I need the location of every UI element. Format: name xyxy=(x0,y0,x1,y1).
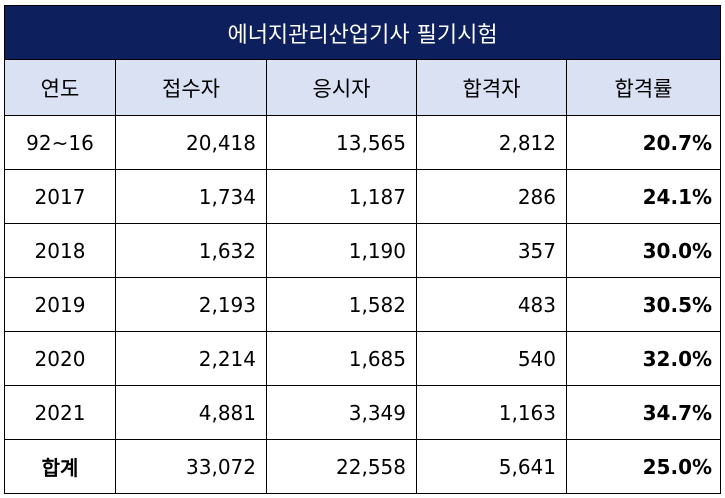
exam-stats-table: 에너지관리산업기사 필기시험 연도 접수자 응시자 합격자 합격률 92~16 … xyxy=(3,5,722,494)
cell-pass-rate: 32.0% xyxy=(565,331,722,386)
total-row: 합계 33,072 22,558 5,641 25.0% xyxy=(4,439,722,494)
table-row: 2018 1,632 1,190 357 30.0% xyxy=(4,223,722,278)
cell-applicants: 1,632 xyxy=(115,223,267,278)
total-label: 합계 xyxy=(4,439,116,494)
header-examinees: 응시자 xyxy=(266,59,417,116)
cell-pass-rate: 20.7% xyxy=(565,115,722,170)
cell-examinees: 3,349 xyxy=(266,385,417,440)
header-passers: 합격자 xyxy=(416,59,567,116)
cell-year: 2020 xyxy=(4,331,116,386)
table-row: 2019 2,193 1,582 483 30.5% xyxy=(4,277,722,332)
table-title: 에너지관리산업기사 필기시험 xyxy=(3,5,722,60)
cell-applicants: 2,214 xyxy=(115,331,267,386)
total-pass-rate: 25.0% xyxy=(565,439,722,494)
table-row: 2020 2,214 1,685 540 32.0% xyxy=(4,331,722,386)
cell-examinees: 1,582 xyxy=(266,277,417,332)
cell-pass-rate: 24.1% xyxy=(565,169,722,224)
cell-year: 2019 xyxy=(4,277,116,332)
cell-pass-rate: 30.0% xyxy=(565,223,722,278)
cell-passers: 286 xyxy=(416,169,567,224)
cell-pass-rate: 30.5% xyxy=(565,277,722,332)
table-row: 92~16 20,418 13,565 2,812 20.7% xyxy=(4,115,722,170)
cell-applicants: 2,193 xyxy=(115,277,267,332)
header-year: 연도 xyxy=(4,59,116,116)
cell-year: 2021 xyxy=(4,385,116,440)
table-row: 2017 1,734 1,187 286 24.1% xyxy=(4,169,722,224)
cell-passers: 2,812 xyxy=(416,115,567,170)
cell-examinees: 1,190 xyxy=(266,223,417,278)
cell-year: 92~16 xyxy=(4,115,116,170)
header-pass-rate: 합격률 xyxy=(565,59,722,116)
total-examinees: 22,558 xyxy=(266,439,417,494)
cell-applicants: 4,881 xyxy=(115,385,267,440)
exam-stats-table-container: 에너지관리산업기사 필기시험 연도 접수자 응시자 합격자 합격률 92~16 … xyxy=(3,5,722,494)
cell-pass-rate: 34.7% xyxy=(565,385,722,440)
cell-year: 2018 xyxy=(4,223,116,278)
cell-applicants: 20,418 xyxy=(115,115,267,170)
cell-applicants: 1,734 xyxy=(115,169,267,224)
cell-examinees: 1,685 xyxy=(266,331,417,386)
cell-year: 2017 xyxy=(4,169,116,224)
cell-passers: 357 xyxy=(416,223,567,278)
total-applicants: 33,072 xyxy=(115,439,267,494)
table-row: 2021 4,881 3,349 1,163 34.7% xyxy=(4,385,722,440)
total-passers: 5,641 xyxy=(416,439,567,494)
cell-passers: 540 xyxy=(416,331,567,386)
cell-passers: 483 xyxy=(416,277,567,332)
cell-examinees: 1,187 xyxy=(266,169,417,224)
cell-passers: 1,163 xyxy=(416,385,567,440)
cell-examinees: 13,565 xyxy=(266,115,417,170)
header-applicants: 접수자 xyxy=(115,59,267,116)
